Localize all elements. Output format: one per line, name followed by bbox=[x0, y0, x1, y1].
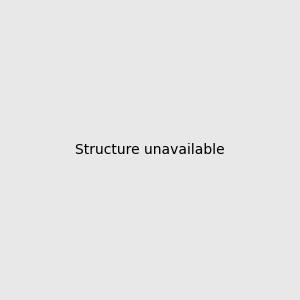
Text: Structure unavailable: Structure unavailable bbox=[75, 143, 225, 157]
